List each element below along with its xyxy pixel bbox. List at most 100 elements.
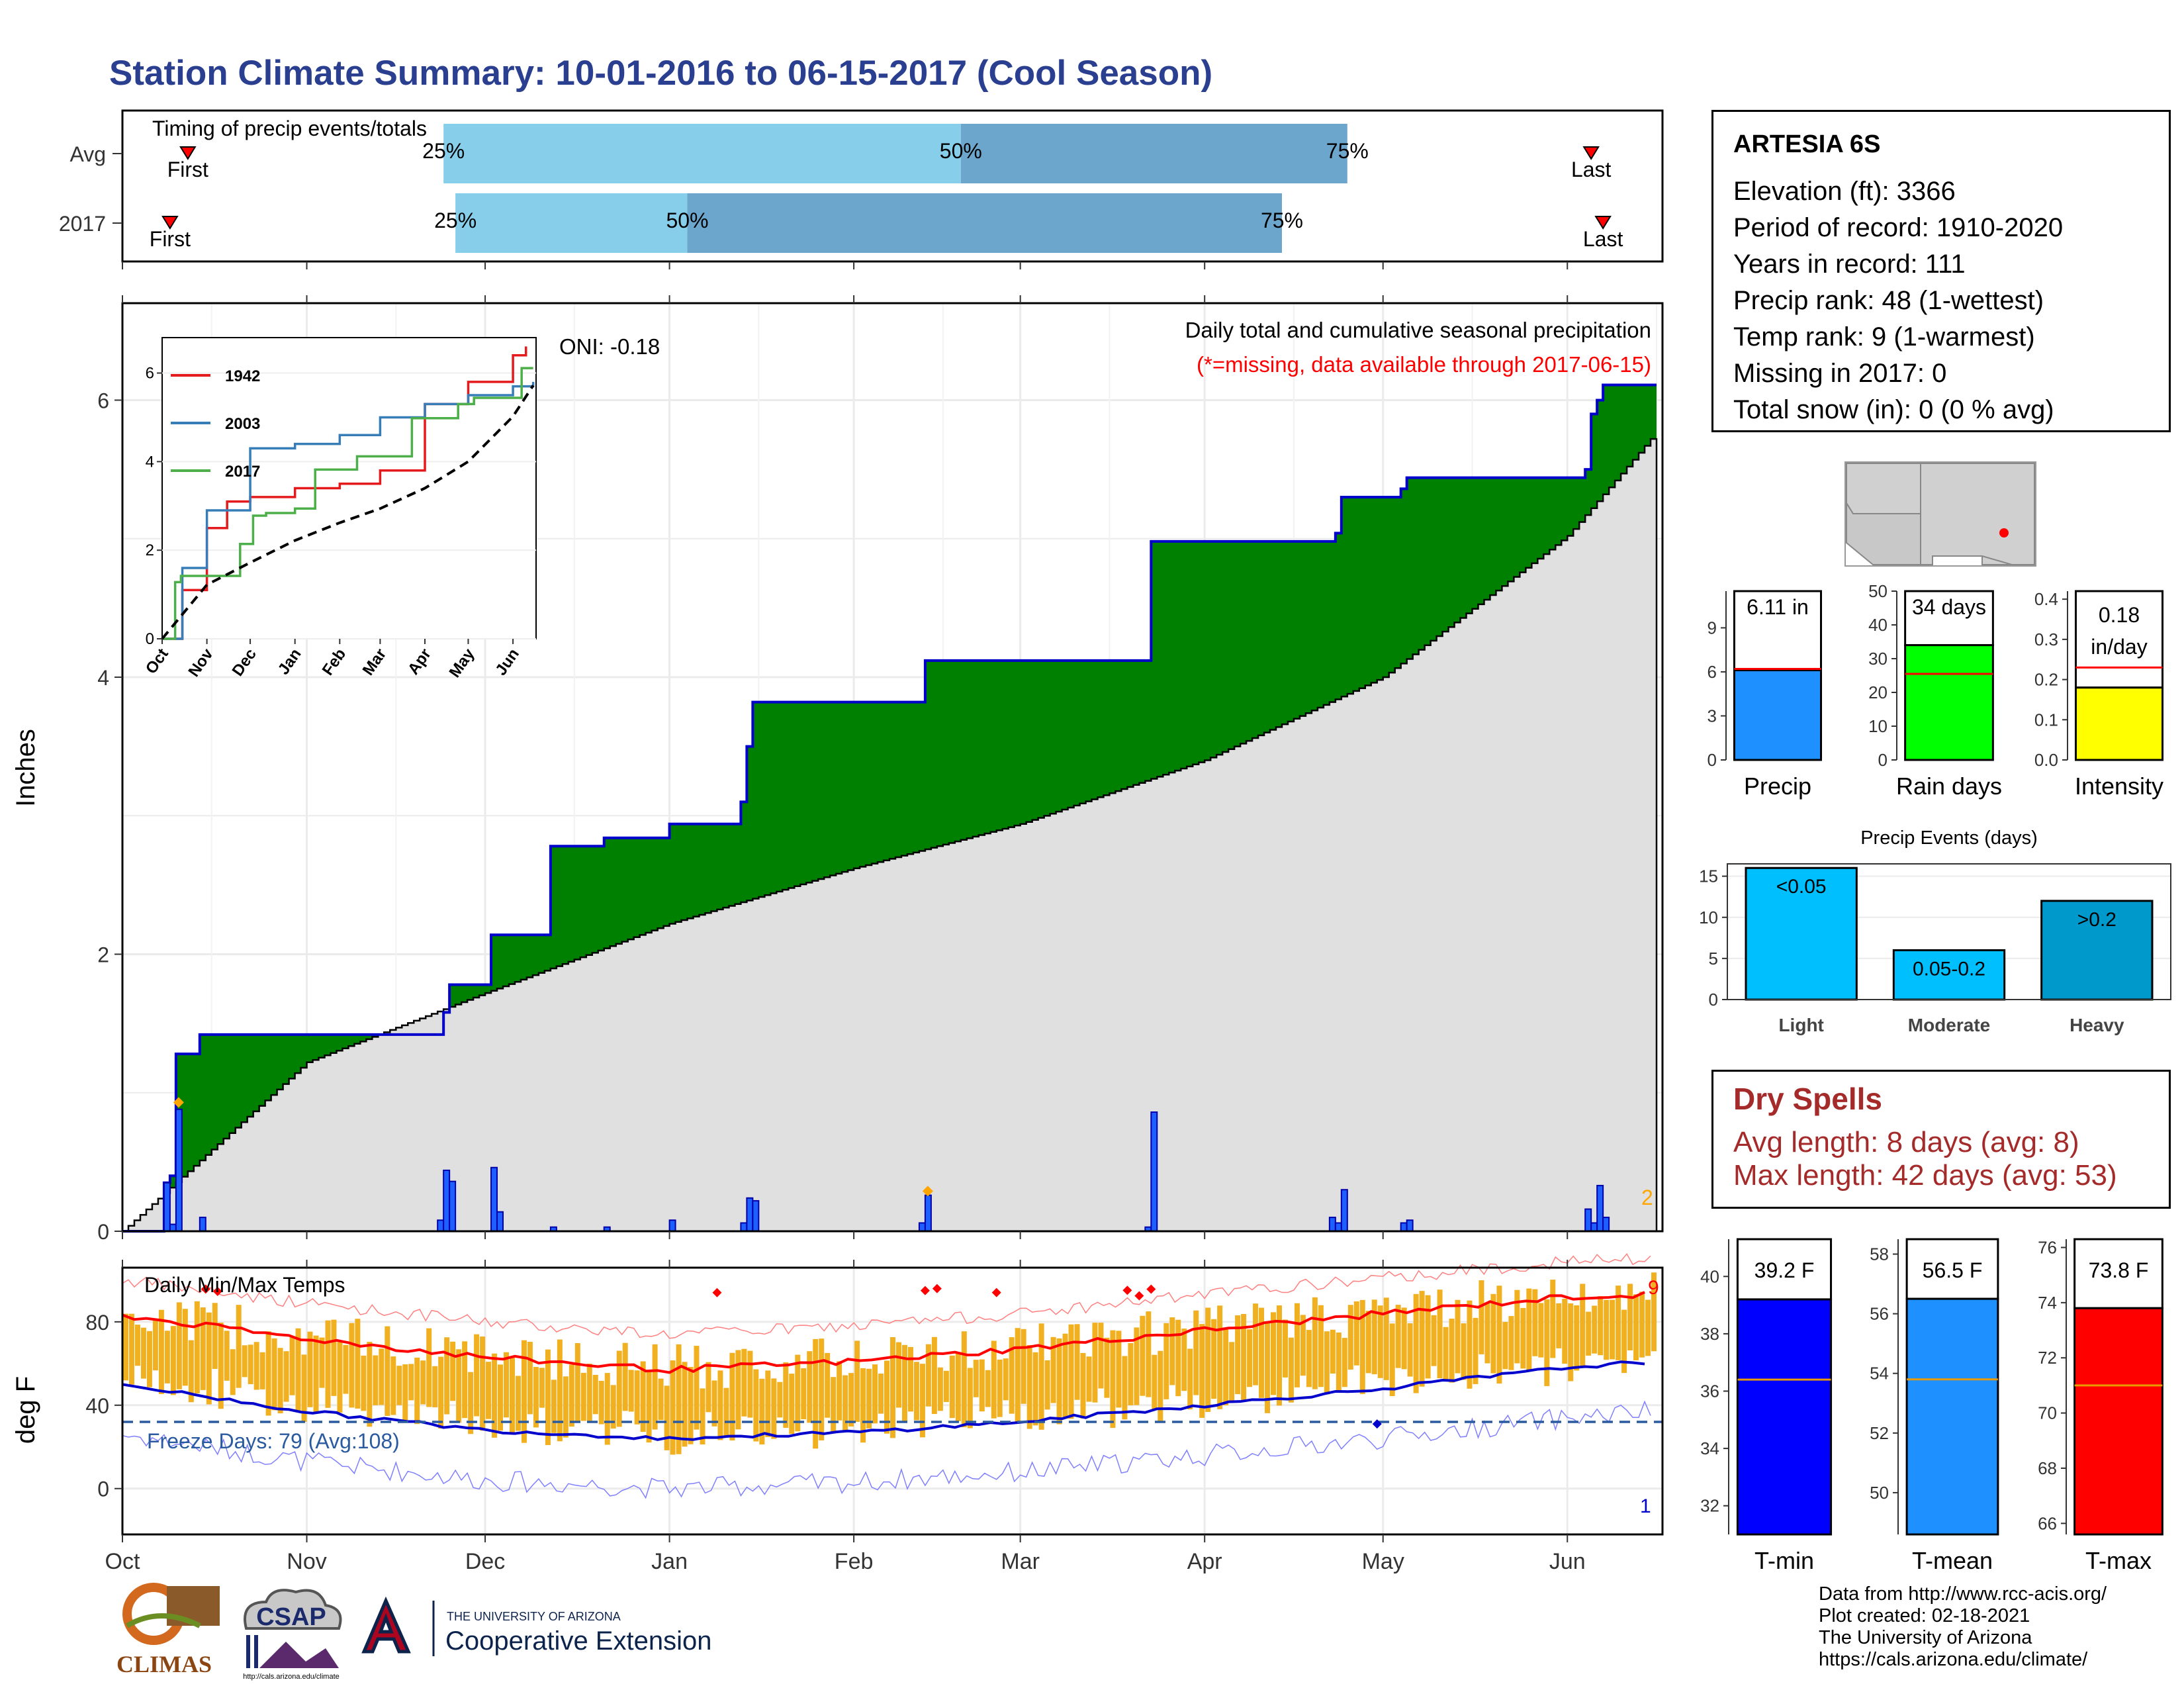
station-temp-rank: Temp rank: 9 (1-warmest) <box>1733 322 2035 352</box>
first-event-label: First <box>150 227 191 251</box>
daily-temp-bar <box>1461 1323 1467 1380</box>
daily-temp-bar <box>1074 1324 1080 1400</box>
mini-intensity-ytick-label: 0.3 <box>2034 630 2058 649</box>
daily-temp-bar <box>729 1352 735 1441</box>
daily-temp-bar <box>408 1364 414 1401</box>
event-category-label: Light <box>1778 1015 1823 1035</box>
daily-temp-bar <box>1383 1297 1389 1380</box>
daily-temp-bar <box>913 1362 919 1421</box>
precip-panel: 0 2 4 6 Inches ONI: -0.18 Daily total and cumu… <box>11 302 1664 1244</box>
t-mean-value-text: 56.5 F <box>1923 1258 1983 1282</box>
daily-temp-bar <box>580 1372 586 1421</box>
observed-cumulative-line <box>122 383 1657 1233</box>
daily-temp-bar <box>831 1377 837 1432</box>
daily-temp-bar <box>1395 1305 1401 1368</box>
daily-temp-bar <box>1431 1315 1437 1366</box>
daily-temp-bar <box>973 1360 979 1397</box>
inset-frame <box>161 337 537 639</box>
daily-precip-bar <box>443 1169 451 1232</box>
daily-temp-bar <box>985 1370 991 1407</box>
daily-temp-bar <box>1455 1299 1461 1374</box>
timing-p75-label: 75% <box>1326 139 1369 163</box>
daily-temp-bar <box>1003 1358 1009 1401</box>
daily-temp-bar <box>450 1341 456 1401</box>
daily-temp-bar <box>1104 1337 1110 1398</box>
last-event-marker <box>1594 216 1612 230</box>
daily-temp-bar <box>658 1378 664 1421</box>
credit-url: https://cals.arizona.edu/climate/ <box>1819 1649 2088 1670</box>
dry-spells-title: Dry Spells <box>1733 1082 1882 1116</box>
daily-temp-bar <box>1116 1331 1122 1408</box>
daily-precip-bar <box>449 1180 457 1233</box>
daily-precip-bar <box>175 1108 183 1232</box>
daily-temp-bar <box>295 1328 301 1412</box>
daily-temp-bar <box>533 1366 539 1428</box>
t-max-ytick-label: 68 <box>2038 1458 2057 1478</box>
daily-temp-bar <box>1241 1313 1247 1403</box>
daily-temp-bar <box>128 1313 134 1385</box>
climas-logo-text: CLIMAS <box>116 1651 212 1677</box>
missing-count: 2 <box>1641 1186 1653 1209</box>
daily-temp-bar <box>569 1364 574 1427</box>
daily-temp-bar <box>1401 1307 1407 1370</box>
timing-panel: Timing of precip events/totals Avg 25% 50% 7… <box>59 109 1664 263</box>
t-mean-ytick-label: 52 <box>1870 1423 1889 1443</box>
daily-temp-bar <box>265 1331 271 1416</box>
daily-temp-bar <box>1312 1297 1318 1389</box>
daily-temp-bar <box>307 1331 313 1407</box>
daily-temp-bar <box>515 1376 521 1431</box>
daily-temp-bar <box>462 1341 468 1419</box>
timing-p50-label: 50% <box>666 209 709 232</box>
daily-temp-bar <box>1604 1299 1610 1360</box>
month-axis: Oct Nov Dec Jan Feb Mar Apr May Jun <box>105 261 1586 1574</box>
daily-temp-bar <box>1550 1280 1556 1358</box>
daily-temp-bar <box>277 1348 283 1414</box>
daily-temp-bar <box>1347 1305 1353 1370</box>
daily-temp-bar <box>866 1368 872 1429</box>
month-label: Dec <box>465 1549 505 1574</box>
event-category-label: Heavy <box>2070 1015 2124 1035</box>
daily-temp-bar <box>1508 1316 1514 1370</box>
daily-precip-bar <box>668 1219 676 1232</box>
timing-bar-second-half <box>960 124 1347 183</box>
event-bar-inner-label: >0.2 <box>2077 909 2116 931</box>
mini-bar-charts: 0 3 6 9 Precip 6.11 in 0 10 20 30 40 50 Rain days 34 … <box>1707 581 2164 800</box>
record-high-marker <box>932 1284 942 1293</box>
t-max-ytick-label: 76 <box>2038 1238 2057 1258</box>
mini-rain-days-bar <box>1904 644 1994 761</box>
t-min-ytick-label: 36 <box>1700 1381 1719 1401</box>
daily-temp-bar <box>819 1338 825 1440</box>
temperature-bar-charts: 32 34 36 38 40 T-min 39.2 F 50 52 54 56 58 T-mean 56.… <box>1700 1238 2163 1574</box>
station-years: Years in record: 111 <box>1733 250 1966 279</box>
daily-temp-bar <box>1277 1305 1282 1406</box>
daily-temp-bar <box>313 1335 319 1413</box>
mini-precip-ytick-label: 3 <box>1707 706 1717 726</box>
precip-ytick-label: 2 <box>97 943 109 966</box>
daily-temp-bar <box>1128 1342 1134 1405</box>
t-max-ytick-label: 72 <box>2038 1348 2057 1368</box>
daily-temp-bar <box>551 1380 557 1433</box>
daily-temp-bar <box>634 1370 640 1425</box>
daily-temp-bar <box>146 1331 152 1387</box>
daily-temp-bar <box>1318 1305 1324 1387</box>
daily-temp-bar <box>379 1348 385 1405</box>
daily-temp-bar <box>361 1355 367 1411</box>
events-ytick-label: 15 <box>1699 867 1718 886</box>
daily-temp-bar <box>396 1366 402 1405</box>
month-label: Apr <box>1187 1549 1222 1574</box>
mini-precip-value-box <box>1733 590 1823 672</box>
record-high-marker <box>212 1286 222 1296</box>
daily-temp-bar <box>1235 1315 1241 1395</box>
mini-precip-label: Precip <box>1744 773 1811 800</box>
daily-temp-bar <box>837 1361 842 1421</box>
daily-temp-bar <box>1021 1329 1026 1404</box>
daily-temp-bar <box>1324 1331 1330 1395</box>
missing-data-marker <box>922 1186 933 1197</box>
mini-value-text: 6.11 in <box>1747 595 1809 619</box>
temp-ytick-label: 0 <box>97 1477 109 1501</box>
station-info-box: ARTESIA 6S Elevation (ft): 3366 Period o… <box>1711 110 2171 432</box>
daily-temp-bar <box>1484 1303 1490 1364</box>
event-bar <box>2040 900 2154 1001</box>
daily-temp-bar <box>807 1351 813 1423</box>
events-ytick-label: 10 <box>1699 908 1718 927</box>
